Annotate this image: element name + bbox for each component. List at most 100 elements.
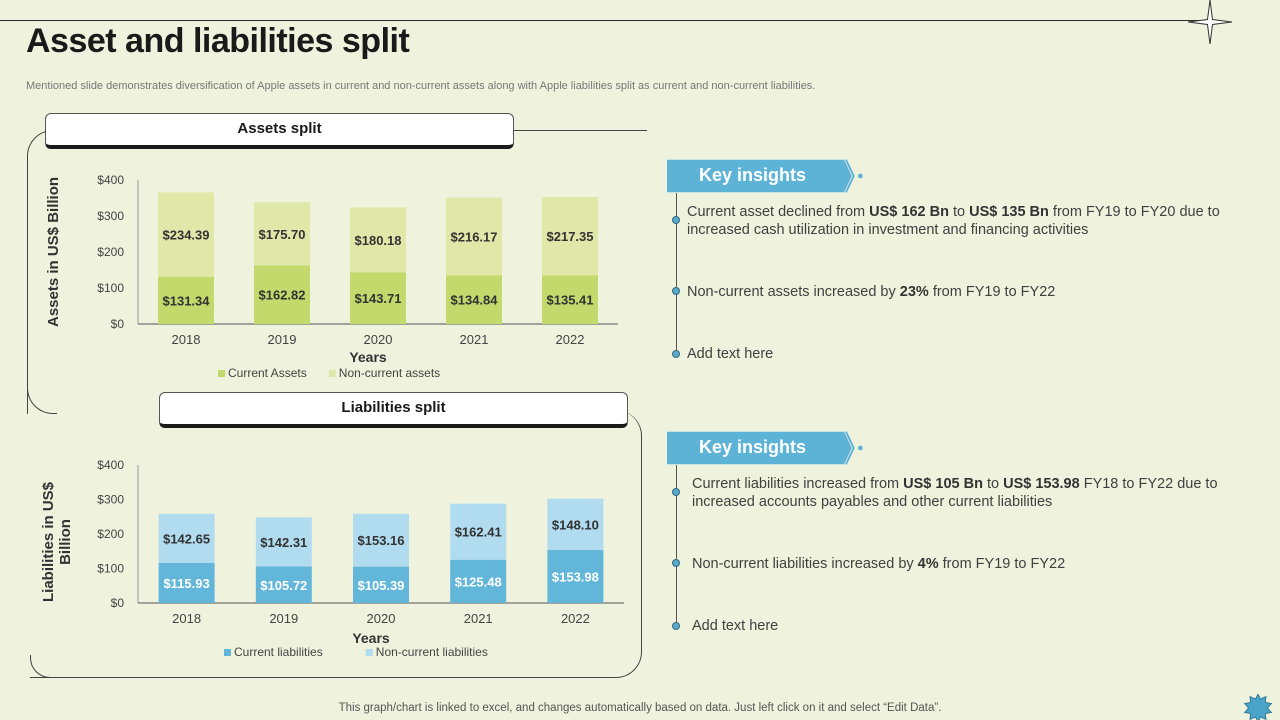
assets-chart[interactable]: $0 $100 $200 $300 $400 Assets in US$ Billion $… [30, 160, 640, 390]
data-label: $216.17 [451, 230, 498, 245]
data-label: $135.41 [547, 293, 594, 308]
timeline-dot [672, 287, 680, 295]
bar-segment[interactable] [353, 513, 409, 567]
data-label: $134.84 [451, 293, 499, 308]
insight-text: Add text here [692, 618, 779, 634]
data-label: $180.18 [355, 233, 402, 248]
y-tick-label: $300 [97, 493, 124, 507]
x-tick-label: 2018 [172, 332, 201, 347]
y-tick-label: $300 [97, 209, 124, 223]
key-insights-assets-banner [667, 159, 863, 193]
bar-segment[interactable] [450, 503, 507, 560]
insight-highlight: 23% [899, 284, 929, 300]
data-label: $142.65 [163, 531, 210, 546]
legend-label: Current liabilities [234, 645, 323, 659]
timeline-dot [672, 216, 680, 224]
bar-segment[interactable] [158, 563, 215, 603]
bar-segment[interactable] [254, 202, 310, 266]
data-label: $143.71 [355, 291, 402, 306]
liabilities-chart[interactable]: $0 $100 $200 $300 $400 Liabilities in US$Bill… [30, 450, 640, 670]
gear-badge-icon [1244, 694, 1272, 720]
bar-segment[interactable] [446, 197, 502, 276]
liabilities-split-header: Liabilities split [159, 392, 628, 428]
bar-segment[interactable] [350, 207, 406, 273]
bar-segment[interactable] [542, 197, 598, 276]
data-label: $105.72 [260, 578, 307, 593]
data-label: $162.41 [455, 525, 502, 540]
x-axis-title: Years [352, 630, 390, 646]
data-label: $153.98 [552, 569, 599, 584]
y-tick-label: $200 [97, 245, 124, 259]
insight-text: from FY19 to FY22 [938, 556, 1066, 572]
legend-label: Non-current assets [339, 366, 440, 380]
insight-text: Add text here [687, 346, 774, 362]
bar-segment[interactable] [542, 275, 598, 324]
timeline-dot [672, 622, 680, 630]
y-axis-title: Assets in US$ Billion [45, 177, 62, 327]
data-label: $234.39 [163, 228, 210, 243]
x-tick-label: 2021 [460, 332, 489, 347]
footer-note: This graph/chart is linked to excel, and… [338, 702, 942, 714]
top-divider [0, 20, 1200, 21]
x-tick-label: 2022 [561, 611, 590, 626]
insights-liabilities-timeline [676, 465, 677, 627]
y-tick-label: $100 [97, 562, 124, 576]
x-tick-label: 2019 [268, 332, 297, 347]
insight-highlight: US$ 105 Bn [903, 476, 983, 492]
legend-swatch [224, 649, 231, 656]
insights-assets-timeline [676, 193, 677, 355]
x-tick-label: 2020 [367, 611, 396, 626]
legend-swatch [218, 370, 225, 377]
timeline-dot [672, 488, 680, 496]
bar-segment[interactable] [158, 276, 214, 324]
legend-swatch [365, 649, 373, 656]
insight-highlight: US$ 153.98 [1003, 476, 1080, 492]
x-tick-label: 2019 [269, 611, 298, 626]
data-label: $148.10 [552, 517, 599, 532]
timeline-dot [672, 559, 680, 567]
bar-segment[interactable] [547, 498, 604, 550]
data-label: $115.93 [163, 576, 209, 591]
insight-text: Current asset declined from [687, 204, 870, 220]
x-tick-label: 2021 [464, 611, 493, 626]
x-tick-label: 2020 [364, 332, 393, 347]
y-tick-label: $400 [97, 173, 124, 187]
data-label: $105.39 [358, 578, 405, 593]
insight-liabilities-3[interactable]: Add text here [692, 617, 1237, 635]
insight-highlight: US$ 135 Bn [969, 204, 1049, 220]
insight-assets-3[interactable]: Add text here [687, 345, 1232, 363]
insight-highlight: US$ 162 Bn [869, 204, 949, 220]
assets-split-header: Assets split [45, 113, 514, 149]
y-tick-label: $400 [97, 458, 124, 472]
bar-segment[interactable] [255, 517, 312, 567]
data-label: $175.70 [259, 227, 306, 242]
key-insights-liabilities-banner [667, 431, 863, 465]
bar-segment[interactable] [254, 265, 310, 324]
timeline-dot [672, 350, 680, 358]
bar-segment[interactable] [353, 566, 409, 603]
y-tick-label: $200 [97, 527, 124, 541]
bar-segment[interactable] [158, 192, 214, 277]
y-tick-label: $0 [111, 596, 125, 610]
insight-assets-1: Current asset declined from US$ 162 Bn t… [687, 203, 1232, 239]
legend-label: Current Assets [228, 366, 307, 380]
data-label: $162.82 [259, 288, 306, 303]
x-tick-label: 2022 [556, 332, 585, 347]
bar-segment[interactable] [350, 272, 406, 324]
insight-text: Current liabilities increased from [692, 476, 904, 492]
bar-segment[interactable] [547, 549, 604, 603]
insight-text: from FY19 to FY20 due to increased cash … [687, 204, 1220, 238]
legend-swatch [328, 370, 336, 377]
insight-text: from FY19 to FY22 [928, 284, 1056, 300]
bar-segment[interactable] [446, 275, 502, 324]
insight-text: FY18 to FY22 due to increased accounts p… [692, 476, 1218, 510]
bar-segment[interactable] [255, 566, 312, 603]
data-label: $153.16 [358, 533, 405, 548]
bar-segment[interactable] [450, 559, 507, 603]
bar-segment[interactable] [158, 513, 215, 564]
data-label: $217.35 [547, 229, 594, 244]
data-label: $131.34 [163, 293, 211, 308]
x-tick-label: 2018 [172, 611, 201, 626]
insight-assets-2: Non-current assets increased by 23% from… [687, 283, 1232, 301]
insight-highlight: 4% [917, 556, 939, 572]
